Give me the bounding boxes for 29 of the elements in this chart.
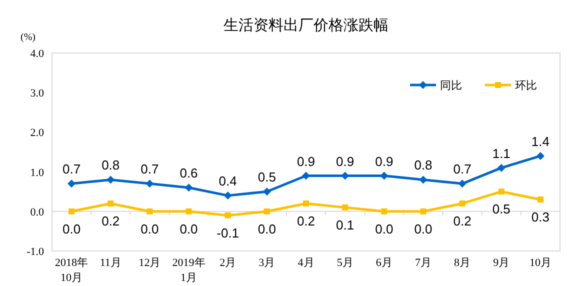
point — [458, 180, 466, 188]
point — [419, 176, 428, 184]
legend-label: 同比 — [440, 79, 462, 92]
point — [459, 200, 466, 206]
point — [381, 208, 388, 214]
point — [184, 184, 193, 192]
point — [262, 188, 271, 196]
point — [537, 196, 544, 203]
title: 生活资料出厂价格涨跌幅 — [224, 17, 388, 34]
point — [106, 176, 115, 184]
point — [146, 180, 154, 188]
point — [224, 192, 232, 200]
point — [380, 172, 388, 180]
point — [302, 172, 310, 180]
point — [342, 204, 348, 210]
point — [224, 212, 231, 218]
point — [420, 208, 426, 214]
point — [186, 208, 192, 214]
point — [68, 208, 75, 214]
point — [264, 208, 270, 214]
legend-label: 环比 — [515, 79, 537, 92]
point — [498, 188, 504, 195]
point — [68, 180, 76, 188]
ylabel: (%) — [20, 32, 36, 43]
point — [146, 208, 153, 214]
point — [536, 152, 544, 160]
point — [108, 200, 114, 206]
point — [303, 200, 309, 206]
point — [497, 164, 506, 172]
